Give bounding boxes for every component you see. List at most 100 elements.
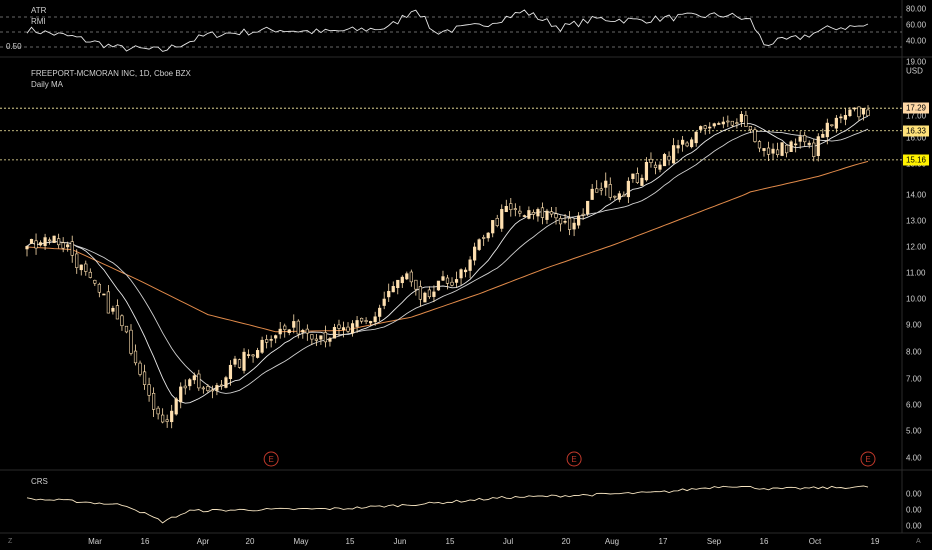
- x-axis-tick: 15: [345, 537, 355, 546]
- candle: [513, 203, 517, 217]
- candle: [735, 118, 739, 129]
- candle: [197, 369, 201, 391]
- earnings-letter: E: [571, 455, 576, 464]
- candle-body: [495, 217, 499, 226]
- candle-body: [798, 136, 802, 142]
- x-axis-tick: Oct: [808, 537, 822, 546]
- candle: [843, 108, 847, 126]
- candle: [369, 320, 373, 326]
- candle: [852, 107, 857, 112]
- candle: [590, 183, 594, 200]
- crs-label: CRS: [31, 477, 48, 486]
- candle: [292, 314, 296, 334]
- candle: [332, 323, 337, 339]
- crs-tick: 0.00: [906, 521, 922, 531]
- candle: [183, 379, 187, 395]
- candle: [409, 269, 413, 287]
- candle: [441, 270, 445, 281]
- candle: [52, 235, 56, 243]
- candle-body: [387, 290, 391, 298]
- candle-body: [301, 330, 305, 333]
- x-axis-tick: 20: [561, 537, 571, 546]
- candle: [138, 360, 142, 377]
- candle: [631, 173, 635, 183]
- candle: [653, 161, 658, 175]
- candle-body: [581, 213, 585, 216]
- candle-body: [52, 235, 56, 243]
- candle-body: [830, 124, 834, 127]
- candle-body: [748, 126, 753, 130]
- candle: [626, 177, 630, 204]
- crs-panel: [26, 485, 869, 524]
- candle: [834, 115, 838, 133]
- earnings-marker: E: [860, 451, 876, 467]
- candle-body: [183, 385, 187, 389]
- candle: [676, 139, 680, 154]
- x-axis-tick: 20: [245, 537, 255, 546]
- candle: [531, 209, 536, 220]
- candle-body: [599, 188, 603, 191]
- candle-body: [305, 328, 309, 334]
- candle-body: [604, 180, 608, 188]
- candle-body: [48, 239, 52, 242]
- candle-body: [61, 242, 65, 249]
- atr-left-value: 0.50: [6, 42, 22, 51]
- candle-body: [839, 116, 843, 119]
- candle: [604, 172, 608, 196]
- candle: [278, 322, 282, 339]
- candle: [463, 267, 468, 278]
- candle: [269, 335, 273, 348]
- candle: [816, 133, 820, 162]
- candle: [142, 364, 147, 390]
- candle-body: [278, 328, 282, 335]
- x-axis-tick: Aug: [604, 537, 620, 546]
- candle: [84, 260, 88, 276]
- candle-body: [635, 173, 640, 183]
- earnings-marker: E: [263, 451, 279, 467]
- candle: [66, 241, 70, 252]
- candle-body: [423, 292, 427, 303]
- candle: [382, 291, 386, 310]
- candle: [518, 205, 522, 217]
- candle-body: [115, 305, 120, 320]
- candle: [739, 111, 743, 127]
- candle: [554, 206, 558, 225]
- earnings-circle: [566, 451, 582, 467]
- candle-body: [852, 107, 857, 110]
- candle-body: [34, 240, 38, 249]
- candle: [179, 382, 183, 409]
- candle-body: [391, 286, 395, 293]
- candle: [482, 234, 486, 246]
- candle-body: [147, 384, 151, 396]
- candle: [323, 325, 328, 348]
- candle-body: [454, 279, 459, 283]
- crs-tick: 0.00: [906, 505, 922, 515]
- candle-body: [142, 371, 147, 385]
- candle: [549, 207, 554, 218]
- candle: [527, 206, 531, 220]
- candle-body: [807, 142, 811, 145]
- candle-body: [25, 246, 29, 250]
- level-tag-high: 17.29: [903, 102, 929, 114]
- candle: [319, 335, 323, 345]
- candle: [296, 319, 300, 339]
- level-tag-low: 15.16: [903, 154, 929, 166]
- candle: [545, 208, 549, 224]
- candle-body: [554, 213, 558, 219]
- candle: [504, 199, 508, 213]
- candle: [567, 211, 572, 236]
- price-tick: 12.00: [906, 242, 927, 252]
- candle-body: [355, 320, 359, 327]
- candle-body: [762, 148, 766, 151]
- candle-body: [717, 123, 721, 125]
- candle-body: [690, 139, 694, 148]
- candle: [825, 118, 829, 145]
- candle: [287, 328, 291, 336]
- price-tick: 9.00: [906, 320, 922, 330]
- candle-body: [631, 173, 635, 179]
- corner-left-label: Z: [8, 538, 13, 545]
- x-axis-tick: 16: [140, 537, 150, 546]
- atr-panel: [0, 9, 902, 52]
- x-axis-tick: Apr: [196, 537, 210, 546]
